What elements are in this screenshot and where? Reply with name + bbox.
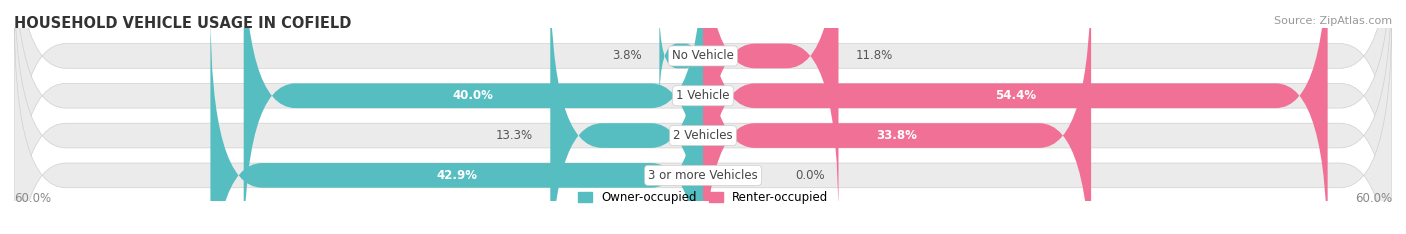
- Text: Source: ZipAtlas.com: Source: ZipAtlas.com: [1274, 16, 1392, 26]
- Text: 3.8%: 3.8%: [613, 49, 643, 62]
- Text: 13.3%: 13.3%: [496, 129, 533, 142]
- FancyBboxPatch shape: [14, 0, 1392, 234]
- Text: 0.0%: 0.0%: [794, 169, 824, 182]
- Text: HOUSEHOLD VEHICLE USAGE IN COFIELD: HOUSEHOLD VEHICLE USAGE IN COFIELD: [14, 16, 352, 31]
- FancyBboxPatch shape: [14, 0, 1392, 234]
- Text: 1 Vehicle: 1 Vehicle: [676, 89, 730, 102]
- Text: 40.0%: 40.0%: [453, 89, 494, 102]
- FancyBboxPatch shape: [703, 0, 1091, 234]
- Text: 42.9%: 42.9%: [436, 169, 477, 182]
- FancyBboxPatch shape: [14, 9, 1392, 234]
- FancyBboxPatch shape: [703, 0, 838, 223]
- Text: 11.8%: 11.8%: [856, 49, 893, 62]
- Text: 33.8%: 33.8%: [876, 129, 918, 142]
- FancyBboxPatch shape: [550, 0, 703, 234]
- Legend: Owner-occupied, Renter-occupied: Owner-occupied, Renter-occupied: [572, 187, 834, 209]
- Text: 60.0%: 60.0%: [14, 192, 51, 205]
- Text: 2 Vehicles: 2 Vehicles: [673, 129, 733, 142]
- FancyBboxPatch shape: [14, 0, 1392, 223]
- FancyBboxPatch shape: [243, 0, 703, 234]
- FancyBboxPatch shape: [703, 0, 1327, 234]
- FancyBboxPatch shape: [659, 8, 703, 104]
- Text: No Vehicle: No Vehicle: [672, 49, 734, 62]
- Text: 3 or more Vehicles: 3 or more Vehicles: [648, 169, 758, 182]
- FancyBboxPatch shape: [211, 9, 703, 234]
- Text: 54.4%: 54.4%: [995, 89, 1036, 102]
- Text: 60.0%: 60.0%: [1355, 192, 1392, 205]
